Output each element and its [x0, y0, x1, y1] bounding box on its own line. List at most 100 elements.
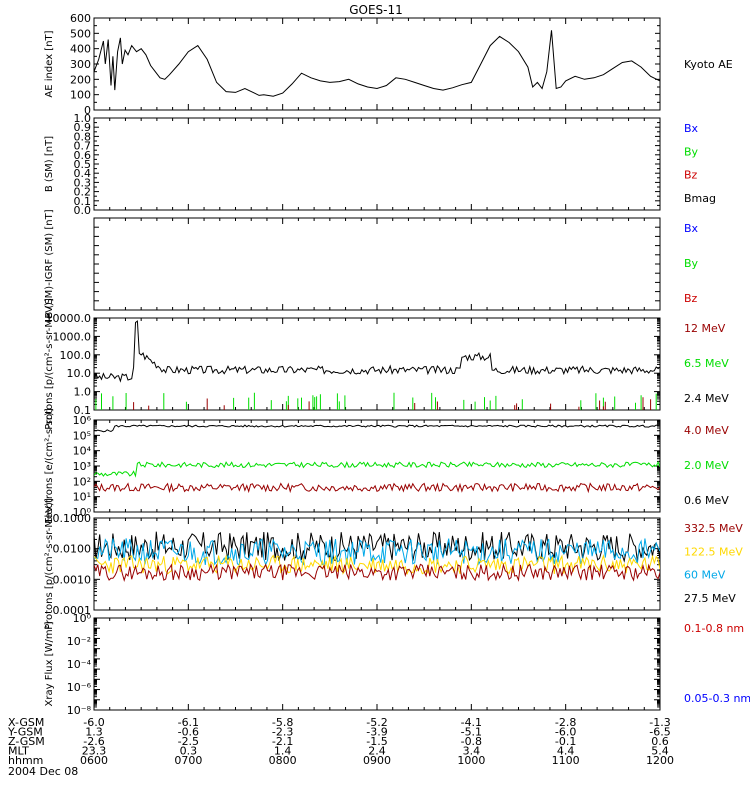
legend-entry: 332.5 MeV — [684, 522, 743, 535]
legend-entry: 12 MeV — [684, 322, 726, 335]
y-tick-label: 0.2 — [74, 186, 92, 199]
y-tick-label: 10⁰ — [73, 506, 92, 519]
legend-entry: 27.5 MeV — [684, 592, 736, 605]
ephemeris-value: 1.4 — [274, 745, 292, 758]
series-line-0-6-mev — [94, 424, 660, 433]
ephemeris-value: 23.3 — [82, 745, 107, 758]
ephemeris-value: 0.6 — [651, 735, 669, 748]
y-tick-label: 0.0001 — [53, 604, 92, 617]
y-tick-label: 300 — [70, 58, 91, 71]
y-tick-label: 0 — [84, 104, 91, 117]
ephemeris-table: X-GSM -6.0 -6.1 -5.8 -5.2 -4.1 -2.8 -1.3 Y-GSM 1.… — [7, 716, 674, 767]
panel-frame — [93, 317, 661, 411]
figure-title: GOES-11 — [349, 3, 403, 17]
series-line-2-0-mev — [94, 460, 660, 478]
legend-entry: 6.5 MeV — [684, 357, 729, 370]
y-tick-label: 10⁻⁸ — [67, 704, 92, 717]
y-axis-label: Protons [p/(cm²-s-sr-MeV)] — [44, 298, 55, 430]
ephemeris-value: 1.3 — [85, 726, 103, 739]
series-line-4-0-mev — [94, 482, 660, 494]
y-tick-label: 600 — [70, 12, 91, 25]
date-label: 2004 Dec 08 — [8, 765, 78, 778]
panel-b_igrf: B (SM)-IGRF (SM) [nT] Bx By Bz — [44, 209, 699, 318]
y-tick-label: 0.4 — [74, 167, 92, 180]
ephemeris-value: -0.6 — [178, 726, 199, 739]
legend-entry: By — [684, 257, 699, 270]
y-axis-label: AE index [nT] — [44, 30, 55, 97]
y-tick-label: 0.0100 — [53, 543, 92, 556]
y-axis-label: Xray Flux [W/m²] — [44, 621, 55, 706]
y-tick-label: 0.1 — [74, 195, 92, 208]
ephemeris-value: 0.3 — [180, 745, 198, 758]
ephemeris-value: -5.2 — [366, 716, 387, 729]
ephemeris-value: -6.0 — [555, 726, 576, 739]
ephemeris-value: -6.5 — [649, 726, 670, 739]
ephemeris-value: -6.1 — [178, 716, 199, 729]
y-tick-label: 10⁰ — [73, 612, 92, 625]
ephemeris-value: 3.4 — [463, 745, 481, 758]
legend-entry: Bz — [684, 292, 698, 305]
y-tick-label: 10⁴ — [73, 445, 92, 458]
ephemeris-value: -5.8 — [272, 716, 293, 729]
y-tick-label: 0.8 — [74, 130, 92, 143]
series-line-kyoto-ae — [94, 30, 660, 97]
series-line-12-mev — [133, 397, 652, 410]
ephemeris-value: -1.5 — [366, 735, 387, 748]
panels: 0 100 200 300 400 500 600 AE index [nT] Kyoto AE… — [44, 12, 750, 717]
legend-entry: 0.1-0.8 nm — [684, 622, 744, 635]
ephemeris-value: 0700 — [174, 754, 202, 767]
ephemeris-value: -4.1 — [461, 716, 482, 729]
y-tick-label: 10⁻⁶ — [67, 681, 92, 694]
ephemeris-label: Y-GSM — [7, 726, 43, 739]
ephemeris-value: 2.4 — [368, 745, 386, 758]
y-tick-label: 0.0010 — [53, 573, 92, 586]
ephemeris-label: Z-GSM — [8, 735, 45, 748]
y-tick-label: 100 — [70, 89, 91, 102]
legend-entry: Bmag — [684, 192, 716, 205]
y-tick-label: 10² — [73, 475, 91, 488]
y-tick-label: 100.0 — [60, 349, 92, 362]
ephemeris-value: -0.8 — [461, 735, 482, 748]
panel-xray: 10⁻⁸ 10⁻⁶ 10⁻⁴ 10⁻² 10⁰ Xray Flux [W/m²] 0.1-0… — [44, 612, 750, 717]
panel-frame — [93, 117, 661, 211]
ephemeris-value: -2.6 — [83, 735, 104, 748]
y-axis-label: Protons [p/(cm²-s-sr-MeV)] — [44, 498, 55, 630]
legend-entry: Bz — [684, 169, 698, 182]
y-tick-label: 1.0 — [74, 112, 92, 125]
ephemeris-value: 5.4 — [651, 745, 669, 758]
panel-frame — [93, 217, 661, 311]
series-line-27-5-mev — [94, 531, 660, 563]
legend-entry: Bx — [684, 222, 699, 235]
y-tick-label: 0.7 — [74, 140, 92, 153]
y-tick-label: 1000.0 — [53, 330, 92, 343]
legend-entry: 0.05-0.3 nm — [684, 692, 750, 705]
legend-entry: 60 MeV — [684, 569, 726, 582]
y-tick-label: 0.9 — [74, 121, 92, 134]
ephemeris-label: X-GSM — [8, 716, 44, 729]
y-tick-label: 10⁻⁴ — [67, 658, 92, 671]
y-tick-label: 0.3 — [74, 176, 92, 189]
y-tick-label: 0.0 — [74, 204, 92, 217]
y-tick-label: 0.5 — [74, 158, 92, 171]
y-tick-label: 1.0 — [74, 386, 92, 399]
ephemeris-value: 4.4 — [557, 745, 575, 758]
legend-entry: 2.4 MeV — [684, 392, 729, 405]
series-line-332-5-mev — [94, 563, 660, 582]
legend-entry: Bx — [684, 122, 699, 135]
panel-b_sm: 0.00.10.20.30.40.50.60.70.80.91.0 B (SM) … — [44, 112, 716, 217]
panel-frame — [93, 617, 661, 711]
series-line-6-5-mev — [95, 392, 657, 410]
ephemeris-value: -6.0 — [83, 716, 104, 729]
panel-frame — [93, 419, 661, 513]
y-tick-label: 10⁻² — [67, 635, 91, 648]
panel-electrons: 10⁰ 10¹ 10² 10³ 10⁴ 10⁵ 10⁶ Electrons [e/(cm²-s… — [44, 408, 729, 524]
y-axis-label: B (SM) [nT] — [44, 136, 55, 192]
ephemeris-value: -2.8 — [555, 716, 576, 729]
ephemeris-value: -2.1 — [272, 735, 293, 748]
ephemeris-value: 1100 — [552, 754, 580, 767]
ephemeris-value: 1000 — [457, 754, 485, 767]
legend-entry: 4.0 MeV — [684, 424, 729, 437]
